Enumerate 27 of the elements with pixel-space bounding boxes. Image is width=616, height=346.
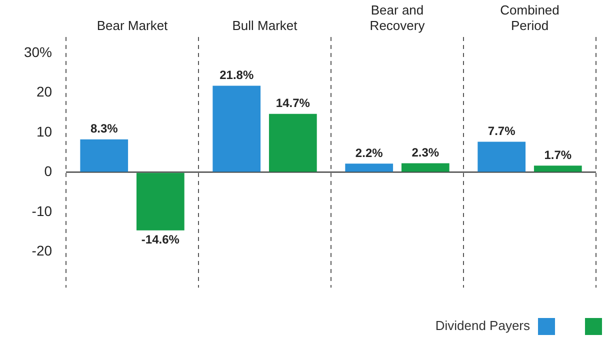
bar xyxy=(212,86,261,172)
data-label: 2.3% xyxy=(412,146,440,160)
y-tick-label: -20 xyxy=(32,242,52,259)
y-tick-label: 10 xyxy=(36,123,52,140)
data-label: -14.6% xyxy=(141,232,180,247)
y-tick-label: 20 xyxy=(36,84,52,100)
x-tick-label: Bull Market xyxy=(232,18,298,33)
data-label: 21.8% xyxy=(220,68,254,82)
legend-label: Dividend Payers xyxy=(435,318,531,335)
y-tick-label: 30% xyxy=(24,44,52,60)
bar xyxy=(268,114,317,172)
data-label: 7.7% xyxy=(488,124,516,138)
x-tick-label: Bear Market xyxy=(96,18,168,33)
y-tick-label: 0 xyxy=(44,163,52,180)
bar xyxy=(345,164,394,172)
y-tick-label: -10 xyxy=(32,202,52,219)
x-tick-label: Bear and Recovery xyxy=(370,2,426,33)
bar xyxy=(136,172,184,230)
bar xyxy=(80,139,128,172)
data-label: 14.7% xyxy=(276,96,310,110)
data-label: 8.3% xyxy=(90,122,118,136)
data-label: 2.2% xyxy=(355,146,384,160)
bar xyxy=(401,163,450,172)
data-label: 1.7% xyxy=(544,148,572,162)
bar xyxy=(534,166,582,172)
x-tick-label: Combined Period xyxy=(500,2,560,33)
bar xyxy=(478,142,526,172)
